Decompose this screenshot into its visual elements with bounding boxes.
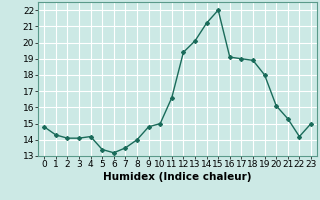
X-axis label: Humidex (Indice chaleur): Humidex (Indice chaleur) [103, 172, 252, 182]
